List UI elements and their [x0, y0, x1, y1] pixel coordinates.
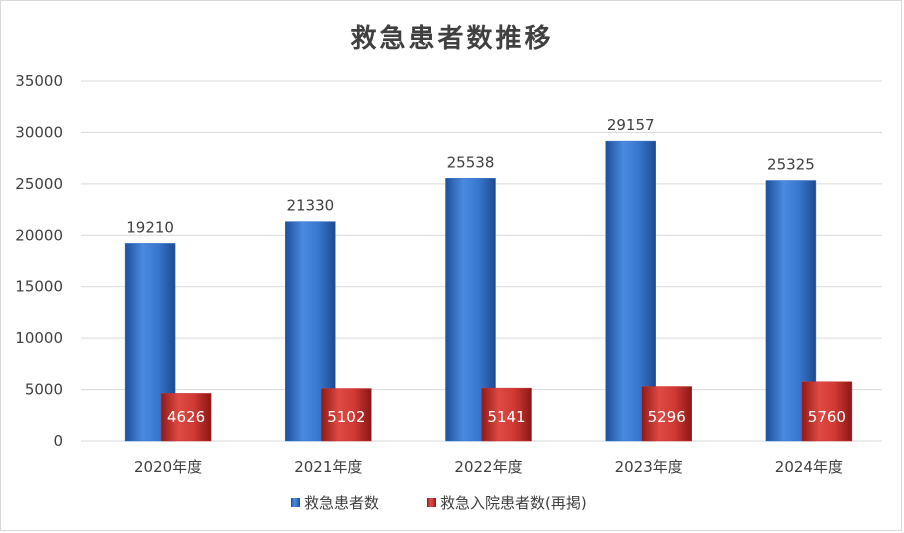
- data-label: 25538: [447, 153, 495, 171]
- y-tick-label: 35000: [15, 72, 63, 90]
- bar-emergency-admissions: [321, 388, 372, 442]
- chart-title: 救急患者数推移: [350, 24, 553, 54]
- x-category-label: 2023年度: [615, 458, 683, 476]
- data-label: 5760: [808, 408, 846, 426]
- data-label-layer: 19210 4626 21330 5102 25538 5141 29157 5296 2532…: [126, 116, 846, 426]
- legend-label: 救急入院患者数(再掲): [440, 494, 587, 512]
- bar-emergency-admissions: [801, 381, 853, 442]
- data-label: 4626: [167, 408, 205, 426]
- y-tick-label: 15000: [15, 278, 63, 296]
- bar-layer: [124, 140, 853, 442]
- data-label: 5102: [327, 408, 365, 426]
- y-tick-label: 10000: [15, 329, 63, 347]
- legend: 救急患者数 救急入院患者数(再掲): [291, 494, 587, 512]
- bar-emergency-admissions: [481, 387, 532, 442]
- data-label: 19210: [126, 218, 174, 236]
- y-tick-label: 20000: [15, 226, 63, 244]
- bar-emergency-admissions: [641, 386, 692, 442]
- y-tick-label: 0: [53, 432, 63, 450]
- y-tick-label: 30000: [15, 123, 63, 141]
- legend-label: 救急患者数: [304, 494, 379, 512]
- x-category-label: 2020年度: [134, 458, 202, 476]
- y-axis-ticks: 0 5000 10000 15000 20000 25000 30000 35000: [15, 72, 63, 450]
- legend-swatch: [291, 498, 300, 507]
- y-tick-label: 25000: [15, 175, 63, 193]
- data-label: 5141: [487, 408, 525, 426]
- x-category-label: 2024年度: [775, 458, 843, 476]
- x-category-label: 2021年度: [294, 458, 362, 476]
- x-category-label: 2022年度: [454, 458, 522, 476]
- legend-swatch: [427, 498, 436, 507]
- data-label: 5296: [648, 408, 686, 426]
- data-label: 29157: [607, 116, 655, 134]
- bar-emergency-admissions: [160, 393, 212, 442]
- x-axis-categories: 2020年度 2021年度 2022年度 2023年度 2024年度: [134, 458, 843, 476]
- data-label: 25325: [767, 156, 815, 174]
- data-label: 21330: [286, 197, 334, 215]
- y-tick-label: 5000: [25, 381, 63, 399]
